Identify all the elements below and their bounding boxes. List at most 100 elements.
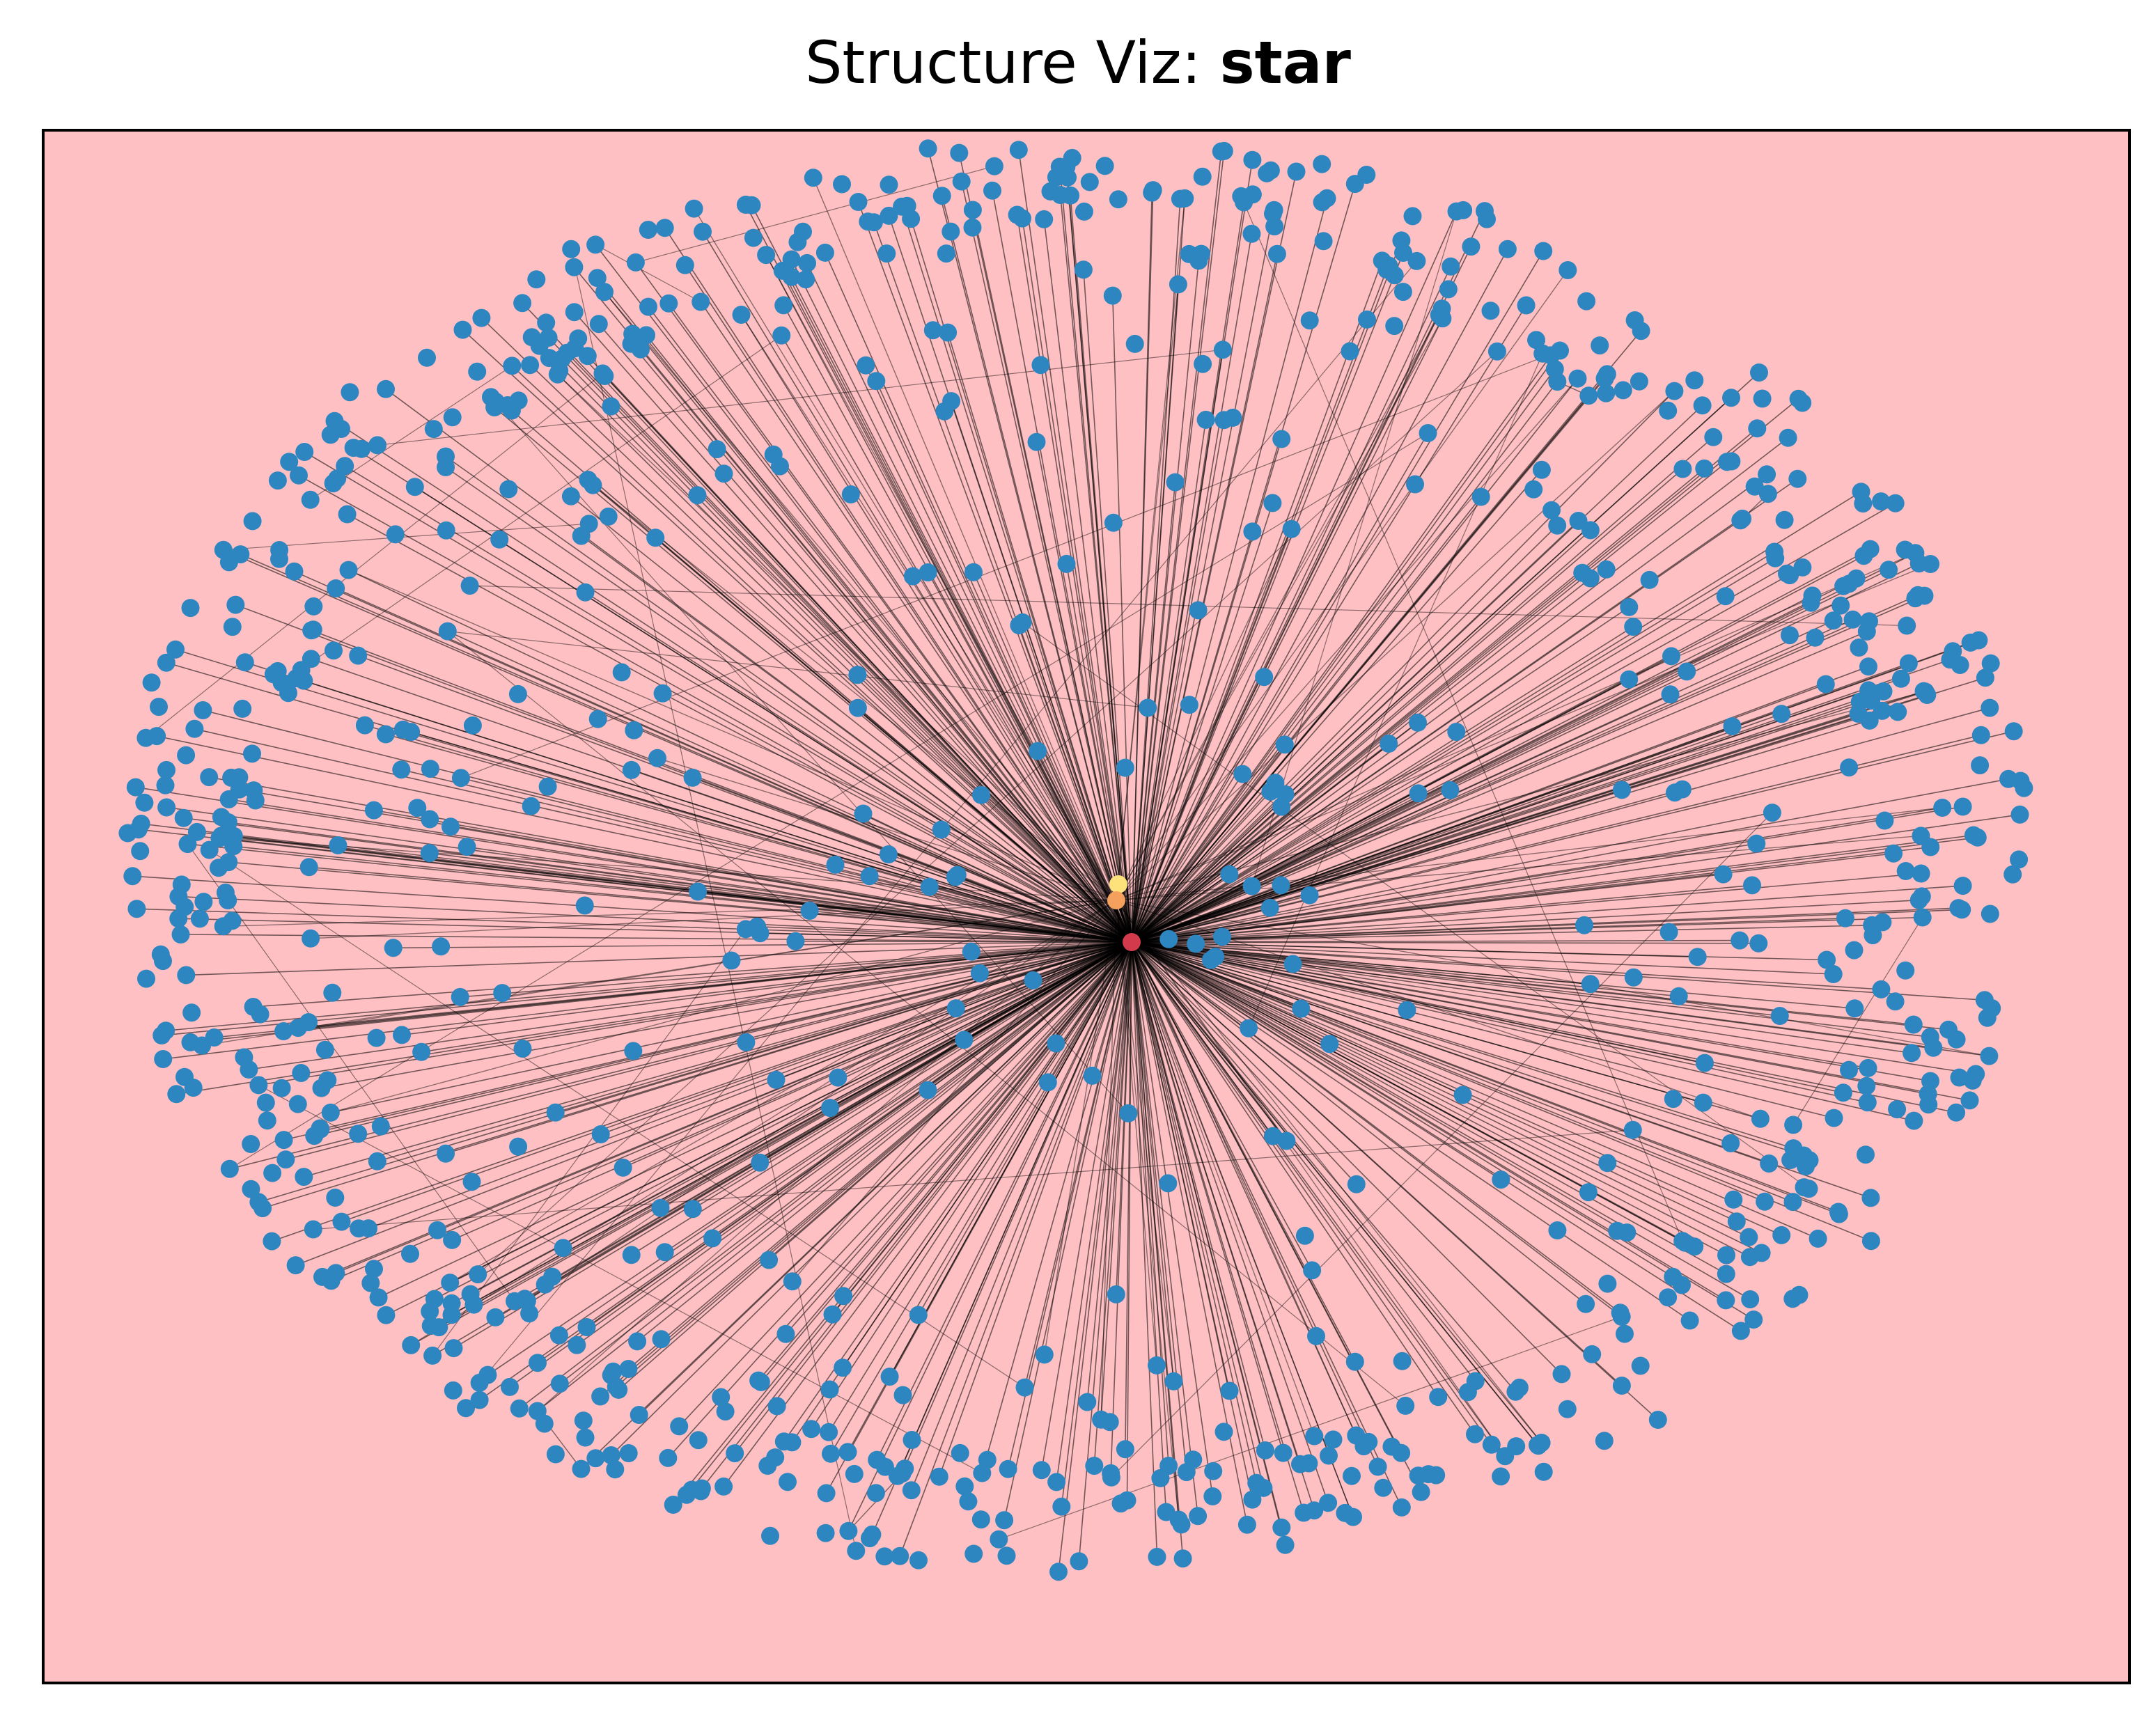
edge (479, 260, 1417, 1384)
leaf-node (323, 983, 342, 1002)
edge (228, 799, 1132, 943)
leaf-node (384, 939, 403, 957)
leaf-node (1357, 166, 1376, 184)
leaf-node (1834, 1083, 1852, 1102)
leaf-node (219, 891, 237, 909)
leaf-node (978, 1450, 997, 1469)
edge (1131, 941, 1839, 1213)
edge (657, 758, 1117, 901)
leaf-node (1695, 1054, 1714, 1072)
leaf-node (233, 699, 252, 718)
edge (1116, 198, 1185, 901)
edge (1131, 941, 1627, 1233)
leaf-node (1675, 1233, 1694, 1252)
leaf-node (685, 199, 703, 218)
edge (209, 849, 1025, 1388)
leaf-node (1242, 877, 1261, 895)
leaf-node (675, 256, 694, 274)
leaf-node (1722, 452, 1741, 471)
leaf-node (1939, 1020, 1958, 1039)
leaf-node (1744, 1310, 1763, 1329)
leaf-node (576, 1428, 595, 1447)
leaf-node (364, 801, 383, 820)
leaf-node (1274, 1443, 1292, 1462)
leaf-node (285, 562, 304, 581)
leaf-node (909, 1551, 928, 1569)
leaf-node (689, 882, 708, 901)
leaf-node (1781, 1151, 1800, 1169)
leaf-node (1258, 164, 1276, 182)
leaf-node (1319, 1494, 1338, 1512)
leaf-node (942, 222, 960, 241)
edge (219, 837, 1117, 901)
edge (1116, 900, 1157, 1365)
edge (338, 845, 1132, 943)
leaf-node (1412, 1482, 1430, 1501)
edge (1131, 473, 1767, 943)
leaf-node (1024, 971, 1042, 989)
edge (1131, 419, 1207, 943)
leaf-node (1336, 1503, 1354, 1522)
leaf-node (1581, 569, 1600, 588)
edge (1131, 941, 1727, 1256)
leaf-node (1407, 251, 1426, 270)
edge (1131, 872, 1921, 943)
leaf-node (441, 1274, 460, 1292)
leaf-node (1027, 432, 1046, 451)
leaf-node (726, 1444, 744, 1463)
leaf-node (393, 720, 412, 739)
leaf-node (1439, 280, 1458, 299)
leaf-node (834, 1287, 853, 1306)
edge (469, 585, 1907, 627)
leaf-node (625, 721, 643, 739)
leaf-node (1527, 331, 1545, 350)
leaf-node (1595, 1432, 1614, 1450)
leaf-node (529, 1354, 547, 1372)
leaf-node (1264, 204, 1282, 223)
leaf-node (568, 1336, 586, 1354)
leaf-node (829, 1068, 847, 1087)
leaf-node (779, 1473, 797, 1491)
edge (258, 941, 1132, 1086)
leaf-node (1579, 1183, 1598, 1202)
leaf-node (849, 193, 868, 211)
leaf-node (1659, 923, 1678, 941)
edge (1131, 151, 1222, 943)
edge (214, 941, 1132, 1038)
edge (1131, 529, 1591, 943)
edge (927, 941, 1132, 1091)
leaf-node (1119, 1104, 1138, 1122)
leaf-node (1758, 465, 1776, 484)
leaf-node (312, 1079, 331, 1097)
leaf-node (457, 1399, 475, 1418)
leaf-node (800, 902, 819, 920)
leaf-node (268, 471, 287, 490)
leaf-node (178, 835, 197, 854)
leaf-node (263, 1232, 281, 1251)
edge (1131, 941, 1928, 1095)
leaf-node (639, 221, 657, 239)
edge (927, 572, 1132, 943)
edge (1043, 219, 1132, 943)
edge (570, 496, 1132, 943)
edge (790, 259, 1132, 943)
leaf-node (554, 1239, 572, 1258)
leaf-node (210, 829, 229, 847)
leaf-node (365, 1260, 383, 1278)
leaf-node (1779, 428, 1797, 447)
leaf-node (219, 790, 238, 808)
edge (1100, 941, 1132, 1420)
leaf-node (902, 1481, 921, 1500)
edge (434, 941, 1132, 1300)
leaf-node (127, 900, 146, 918)
leaf-node (1166, 473, 1185, 492)
edge (678, 941, 1132, 1427)
leaf-node (655, 1243, 674, 1262)
leaf-node (442, 817, 460, 836)
leaf-node (1721, 1134, 1740, 1152)
edge (1131, 884, 1753, 943)
edge (403, 729, 1132, 943)
leaf-node (1466, 1425, 1484, 1443)
leaf-node (985, 157, 1003, 175)
leaf-node (408, 799, 427, 817)
